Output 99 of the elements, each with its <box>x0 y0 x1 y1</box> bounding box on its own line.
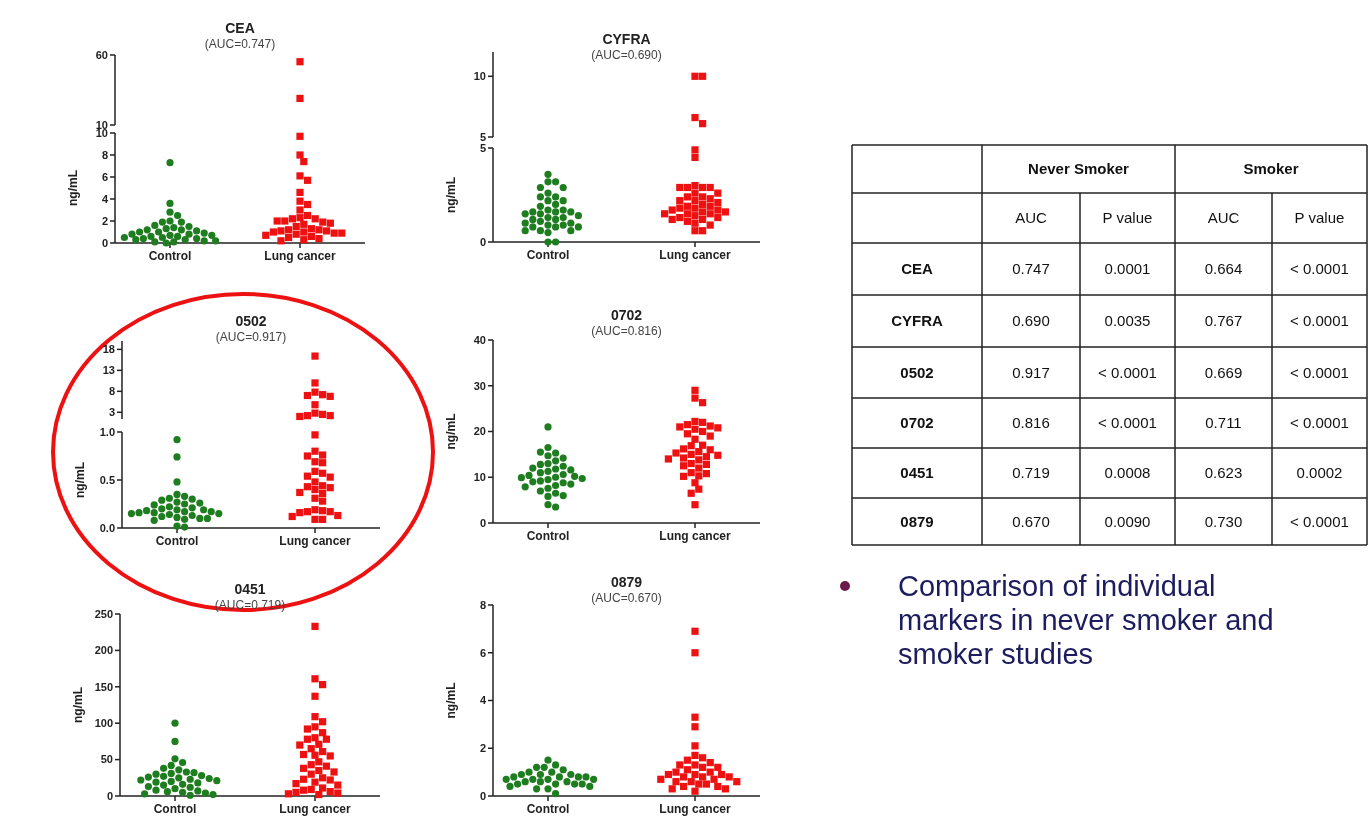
text: 0.711 <box>1205 414 1242 432</box>
y-tick-label: 5 <box>479 141 486 154</box>
text: < 0.0001 <box>1098 363 1157 381</box>
text: < 0.0001 <box>1290 260 1349 278</box>
y-tick-label: 0 <box>479 235 486 248</box>
category-label: P value <box>1102 209 1153 227</box>
text: 0.719 <box>1012 464 1050 482</box>
text: 0.664 <box>1204 260 1243 278</box>
y-tick-label: 13 <box>102 364 115 377</box>
y-tick-label: 5 <box>479 130 486 143</box>
y-tick-label: 2 <box>479 742 486 755</box>
y-tick-label: 10 <box>473 471 486 484</box>
chart-title: CEA <box>225 20 255 36</box>
y-tick-label: 8 <box>101 148 108 161</box>
y-tick-label: 30 <box>473 379 486 392</box>
y-tick-label: 4 <box>101 192 109 205</box>
y-tick-label: 0 <box>101 236 108 249</box>
text: 0.816 <box>1012 414 1050 432</box>
text: 0.0090 <box>1104 512 1151 530</box>
x-tick-label: Lung cancer <box>659 248 731 262</box>
y-tick-label: 150 <box>94 680 113 693</box>
chart-title: 0451 <box>234 581 266 597</box>
x-tick-label: Control <box>155 534 199 548</box>
y-tick-label: 8 <box>108 385 115 398</box>
text: Smoker <box>1243 160 1299 178</box>
category-label: AUC <box>1207 209 1240 227</box>
y-axis-title: ng/mL <box>444 413 458 450</box>
text: 0.623 <box>1204 464 1243 482</box>
y-tick-label: 2 <box>101 214 108 227</box>
text: 0.917 <box>1012 363 1050 381</box>
text: 0.669 <box>1204 363 1243 381</box>
chart-title: 0879 <box>610 574 643 590</box>
category-label: 0451 <box>900 464 934 482</box>
x-tick-label: Control <box>526 529 570 543</box>
y-axis-title: ng/mL <box>73 462 87 498</box>
y-tick-label: 250 <box>94 607 113 620</box>
text: 0.767 <box>1204 312 1243 330</box>
category-label: CEA <box>901 260 933 278</box>
text: Comparison of individual markers in never smoker and smoker studies <box>898 570 1274 670</box>
y-tick-label: 20 <box>473 425 486 438</box>
category-label: 0702 <box>900 414 934 432</box>
category-label: P value <box>1294 209 1345 227</box>
text: 0.0001 <box>1104 260 1151 278</box>
text: < 0.0001 <box>1098 414 1157 432</box>
text: 0.0035 <box>1104 312 1151 330</box>
chart-subtitle: (AUC=0.747) <box>204 37 276 51</box>
category-label: 0879 <box>900 512 934 530</box>
text: < 0.0001 <box>1290 512 1349 530</box>
x-tick-label: Control <box>153 802 197 816</box>
y-tick-label: 40 <box>473 333 486 346</box>
text: < 0.0001 <box>1290 363 1349 381</box>
x-tick-label: Control <box>526 248 570 262</box>
y-tick-label: 6 <box>479 646 486 659</box>
y-tick-label: 0 <box>106 789 113 802</box>
y-axis-title: ng/mL <box>66 170 80 206</box>
y-tick-label: 50 <box>100 753 113 766</box>
text: 0.0008 <box>1104 464 1151 482</box>
x-tick-label: Lung cancer <box>264 249 336 263</box>
chart-title: 0702 <box>610 307 643 323</box>
x-tick-label: Control <box>526 802 570 816</box>
y-tick-label: 6 <box>101 170 108 183</box>
y-tick-label: 0 <box>479 516 486 529</box>
y-tick-label: 200 <box>94 644 113 657</box>
category-label: AUC <box>1015 209 1047 227</box>
y-tick-label: 8 <box>479 598 486 611</box>
y-tick-label: 4 <box>479 694 487 707</box>
y-tick-label: 0.0 <box>99 521 115 534</box>
y-tick-label: 1.0 <box>99 425 115 438</box>
category-label: CYFRA <box>891 312 943 330</box>
y-axis-title: ng/mL <box>444 177 458 213</box>
chart-title: CYFRA <box>602 31 651 47</box>
text: 0.690 <box>1012 312 1050 330</box>
chart-subtitle: (AUC=0.670) <box>591 591 662 605</box>
y-tick-label: 0.5 <box>99 473 115 486</box>
x-tick-label: Lung cancer <box>279 534 351 548</box>
y-tick-label: 10 <box>473 70 486 83</box>
chart-subtitle: (AUC=0.690) <box>591 48 662 62</box>
y-tick-label: 3 <box>108 406 115 419</box>
y-tick-label: 60 <box>95 48 108 61</box>
text: 0.747 <box>1012 260 1050 278</box>
category-label: 0502 <box>900 363 934 381</box>
chart-subtitle: (AUC=0.917) <box>215 330 287 344</box>
y-tick-label: 0 <box>479 789 486 802</box>
y-axis-title: ng/mL <box>444 682 458 719</box>
text: < 0.0001 <box>1290 414 1349 432</box>
chart-title: 0502 <box>235 313 267 329</box>
text: 0.0002 <box>1296 464 1343 482</box>
text: < 0.0001 <box>1290 312 1349 330</box>
text: 0.670 <box>1012 512 1050 530</box>
chart-subtitle: (AUC=0.816) <box>591 324 662 338</box>
y-tick-label: 18 <box>102 343 115 356</box>
x-tick-label: Lung cancer <box>659 802 731 816</box>
text: Never Smoker <box>1028 160 1130 178</box>
x-tick-label: Lung cancer <box>279 802 351 816</box>
y-axis-title: ng/mL <box>71 687 85 723</box>
x-tick-label: Control <box>148 249 192 263</box>
x-tick-label: Lung cancer <box>659 529 731 543</box>
y-tick-label: 100 <box>94 717 113 730</box>
text: 0.730 <box>1204 512 1243 530</box>
